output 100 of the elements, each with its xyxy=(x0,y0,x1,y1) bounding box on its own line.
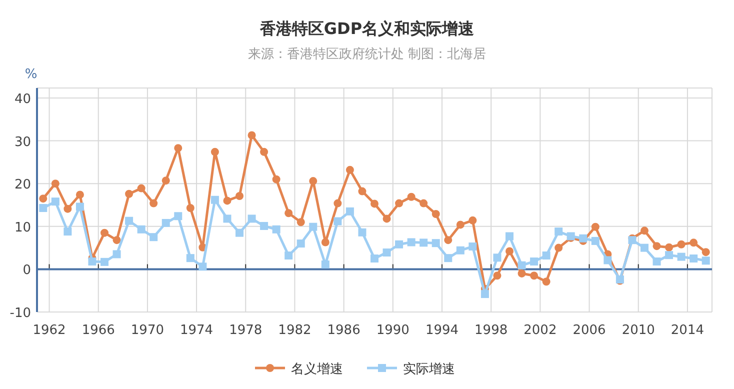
point xyxy=(112,250,121,258)
point xyxy=(210,148,219,156)
point xyxy=(272,175,280,184)
point xyxy=(284,209,293,218)
y-tick-label: 10 xyxy=(14,220,31,236)
point xyxy=(554,244,563,252)
point xyxy=(51,180,60,188)
point xyxy=(530,272,538,280)
point xyxy=(284,252,293,260)
point xyxy=(407,192,416,201)
point xyxy=(370,200,378,208)
point xyxy=(248,214,256,223)
point xyxy=(554,228,563,236)
point xyxy=(162,218,170,227)
point xyxy=(542,278,550,286)
point xyxy=(137,184,146,192)
point xyxy=(395,199,404,208)
point xyxy=(174,144,182,152)
point xyxy=(690,238,698,247)
point xyxy=(456,246,464,254)
point xyxy=(346,207,354,216)
x-tick-label: 1998 xyxy=(474,323,508,338)
point xyxy=(248,131,256,140)
y-tick-label: 0 xyxy=(22,263,31,278)
chart-title: 香港特区GDP名义和实际增速 xyxy=(258,19,476,38)
point xyxy=(76,190,84,199)
x-tick-label: 1994 xyxy=(425,323,459,338)
point xyxy=(321,260,330,268)
x-tick-label: 1978 xyxy=(229,323,262,338)
point xyxy=(296,218,305,226)
y-tick-label: -10 xyxy=(10,306,31,321)
point xyxy=(420,199,428,208)
point xyxy=(591,222,600,231)
point xyxy=(493,254,502,262)
point xyxy=(432,210,440,218)
point xyxy=(236,192,244,200)
point xyxy=(334,199,342,208)
point xyxy=(677,240,686,248)
point xyxy=(530,257,538,266)
point xyxy=(480,290,489,298)
point xyxy=(432,239,440,248)
point xyxy=(444,254,452,262)
point xyxy=(334,217,342,226)
point xyxy=(162,176,170,185)
x-tick-label: 1990 xyxy=(376,323,410,338)
x-tick-label: 1962 xyxy=(32,323,66,338)
chart-subtitle: 来源：香港特区政府统计处 制图：北海居 xyxy=(248,46,486,62)
point xyxy=(652,257,661,266)
point xyxy=(223,214,232,223)
point xyxy=(702,256,710,265)
point xyxy=(579,234,588,242)
point xyxy=(456,220,464,229)
legend-label: 名义增速 xyxy=(291,362,343,377)
x-tick-label: 1970 xyxy=(130,323,164,338)
point xyxy=(640,226,648,235)
point xyxy=(358,228,366,236)
point xyxy=(321,238,330,246)
point xyxy=(125,216,134,225)
point xyxy=(407,238,416,246)
point xyxy=(112,236,121,244)
x-tick-label: 1982 xyxy=(278,323,312,338)
point xyxy=(39,204,48,212)
point xyxy=(186,204,194,212)
point xyxy=(309,222,318,231)
point xyxy=(150,233,158,242)
point xyxy=(260,148,268,156)
point xyxy=(174,212,182,220)
x-tick-label: 2014 xyxy=(670,323,704,338)
point xyxy=(665,243,674,252)
point xyxy=(665,251,674,260)
point xyxy=(236,228,244,237)
y-axis-title: % xyxy=(24,67,38,82)
point xyxy=(382,248,391,257)
x-tick-label: 1974 xyxy=(180,323,214,338)
point xyxy=(358,187,366,196)
point xyxy=(309,177,318,186)
x-tick-label: 2002 xyxy=(524,323,557,338)
point xyxy=(100,258,108,266)
point xyxy=(702,248,710,256)
point xyxy=(76,202,84,211)
point xyxy=(506,247,514,256)
point xyxy=(468,216,477,224)
point xyxy=(395,240,404,248)
point xyxy=(125,190,134,198)
x-tick-label: 2006 xyxy=(572,323,606,338)
point xyxy=(690,254,698,262)
point xyxy=(493,272,502,280)
y-tick-label: 20 xyxy=(14,178,31,193)
x-tick-label: 1986 xyxy=(327,323,360,338)
point xyxy=(506,232,514,240)
point xyxy=(444,236,452,244)
point xyxy=(198,262,207,271)
point xyxy=(39,194,48,203)
point xyxy=(51,198,60,206)
legend-label: 实际增速 xyxy=(403,362,455,377)
point xyxy=(468,242,477,251)
point xyxy=(604,256,612,264)
point xyxy=(186,254,194,262)
point xyxy=(88,257,96,266)
point xyxy=(137,225,146,234)
